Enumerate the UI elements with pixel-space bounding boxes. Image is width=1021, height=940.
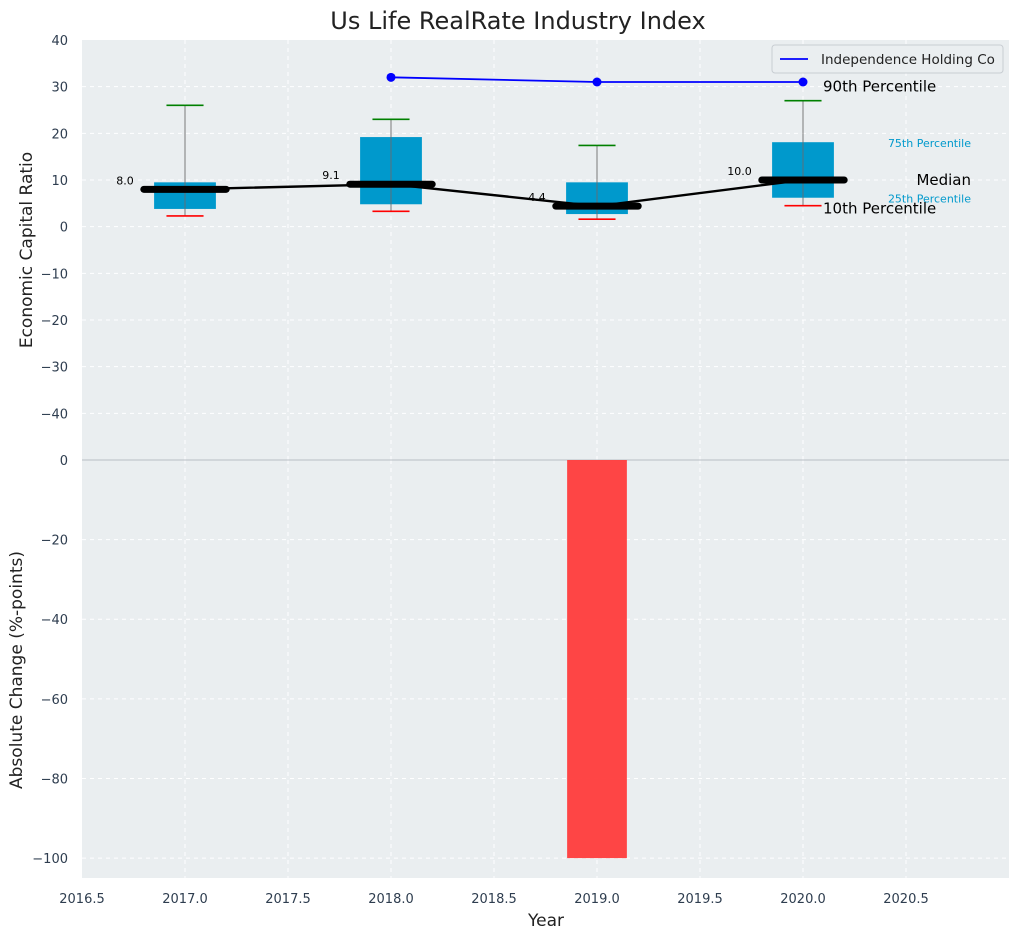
- legend-label: Independence Holding Co: [821, 52, 995, 68]
- p90-annotation: 90th Percentile: [823, 78, 936, 96]
- top-y-tick-label: −30: [41, 361, 68, 376]
- p10-annotation: 10th Percentile: [823, 200, 936, 218]
- company-series: [386, 72, 808, 87]
- series-point: [798, 77, 808, 87]
- p75-annotation: 75th Percentile: [888, 137, 971, 150]
- p25-annotation: 25th Percentile: [888, 193, 971, 206]
- x-tick-label: 2018.5: [471, 892, 517, 907]
- bottom-plot-background: [82, 460, 1009, 878]
- top-y-tick-label: 10: [51, 174, 68, 189]
- legend-frame: [771, 44, 1004, 74]
- change-bars: [567, 460, 627, 859]
- bottom-y-tick-label: −60: [41, 693, 68, 708]
- bottom-y-tick-label: 0: [60, 454, 68, 469]
- bottom-y-tick-label: −80: [41, 772, 68, 787]
- top-y-tick-label: −20: [41, 314, 68, 329]
- bottom-y-tick-label: −40: [41, 613, 68, 628]
- top-y-tick-label: −40: [41, 407, 68, 422]
- median-trend: [184, 178, 804, 208]
- series-point: [592, 77, 602, 87]
- median-value-label: 9.1: [322, 169, 340, 182]
- x-tick-label: 2017.0: [162, 892, 208, 907]
- median-trend-line: [184, 178, 804, 208]
- median-value-label: 4.4: [528, 191, 546, 204]
- x-tick-label: 2020.5: [883, 892, 929, 907]
- x-tick-label: 2016.5: [59, 892, 105, 907]
- median-value-label: 8.0: [116, 174, 134, 187]
- x-axis-label: Year: [527, 911, 564, 931]
- x-ticks: 2016.5 2017.0 2017.5 2018.0 2018.5 2019.0 2019…: [59, 892, 929, 907]
- bottom-y-axis-label: Absolute Change (%-points): [7, 551, 27, 789]
- median-annotation: Median: [916, 171, 971, 189]
- top-y-axis-label: Economic Capital Ratio: [17, 152, 37, 348]
- series-point: [386, 72, 396, 82]
- top-y-tick-label: 30: [51, 81, 68, 96]
- x-tick-label: 2018.0: [368, 892, 414, 907]
- legend: Independence Holding Co: [771, 44, 1004, 74]
- x-tick-label: 2019.5: [677, 892, 723, 907]
- median-value-label: 10.0: [727, 165, 752, 178]
- top-y-tick-label: −10: [41, 267, 68, 282]
- x-tick-label: 2020.0: [780, 892, 826, 907]
- percentile-annotations: 90th Percentile 75th Percentile Median 25th…: [823, 78, 971, 218]
- change-bar: [567, 460, 627, 859]
- bottom-y-tick-label: −100: [32, 852, 68, 867]
- bottom-y-ticks: 0 −20 −40 −60 −80 −100: [32, 454, 68, 867]
- top-plot-background: [82, 40, 1009, 460]
- x-tick-label: 2019.0: [574, 892, 620, 907]
- box-plots: 8.0 9.1 4.4 10.0: [116, 99, 848, 220]
- top-y-tick-label: 40: [51, 34, 68, 49]
- chart-title: Us Life RealRate Industry Index: [330, 7, 705, 35]
- top-grid: [82, 40, 1009, 460]
- top-y-tick-label: 0: [60, 221, 68, 236]
- top-y-ticks: 40 30 20 10 0 −10 −20 −30 −40: [41, 34, 68, 422]
- bottom-y-tick-label: −20: [41, 534, 68, 549]
- x-tick-label: 2017.5: [265, 892, 311, 907]
- top-y-tick-label: 20: [51, 127, 68, 142]
